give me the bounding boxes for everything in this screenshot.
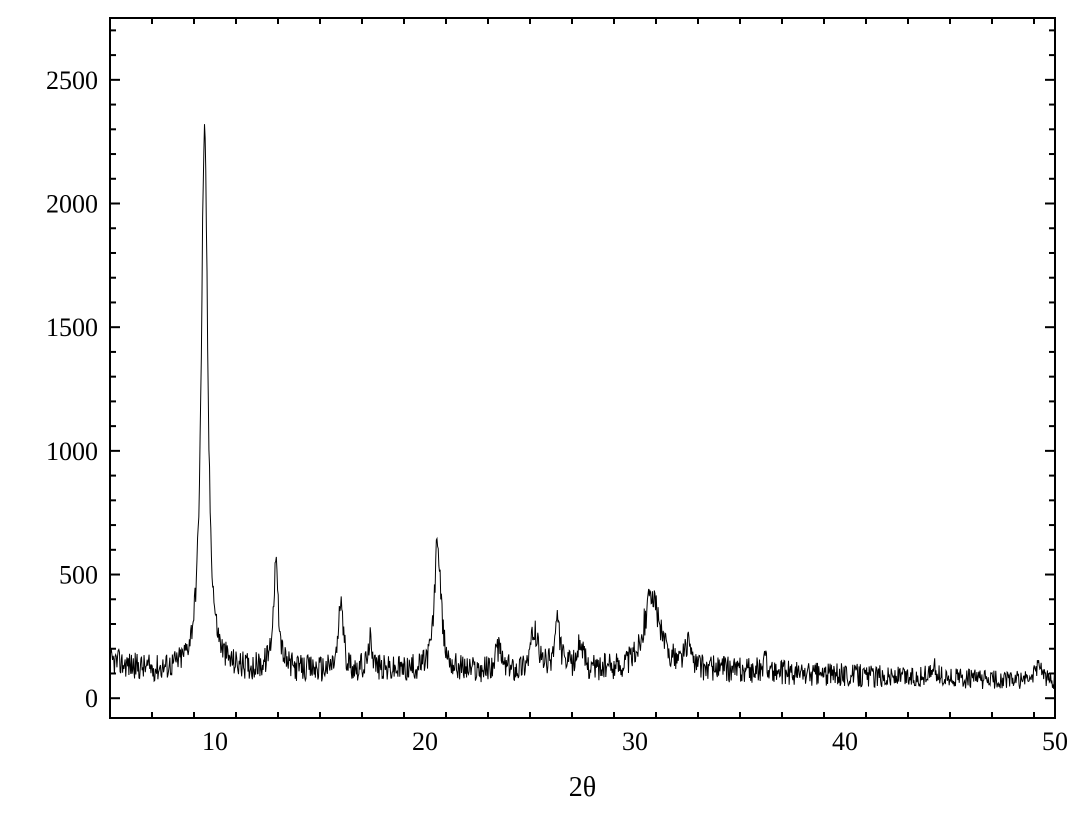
y-tick-label: 1500	[46, 313, 98, 342]
y-tick-label: 2500	[46, 66, 98, 95]
x-tick-label: 50	[1042, 727, 1068, 756]
y-tick-label: 1000	[46, 437, 98, 466]
xrd-chart: 10 20 30 40 50 2θ 0 500 1000 1500 2000 2500	[0, 0, 1070, 819]
x-tick-label: 40	[832, 727, 858, 756]
y-tick-label: 0	[85, 684, 98, 713]
x-tick-label: 30	[622, 727, 648, 756]
x-tick-label: 10	[202, 727, 228, 756]
chart-svg: 10 20 30 40 50 2θ 0 500 1000 1500 2000 2500	[0, 0, 1070, 819]
y-tick-label: 500	[59, 561, 98, 590]
x-axis-label: 2θ	[569, 772, 596, 803]
y-tick-label: 2000	[46, 190, 98, 219]
xrd-trace	[110, 124, 1055, 689]
x-tick-label: 20	[412, 727, 438, 756]
